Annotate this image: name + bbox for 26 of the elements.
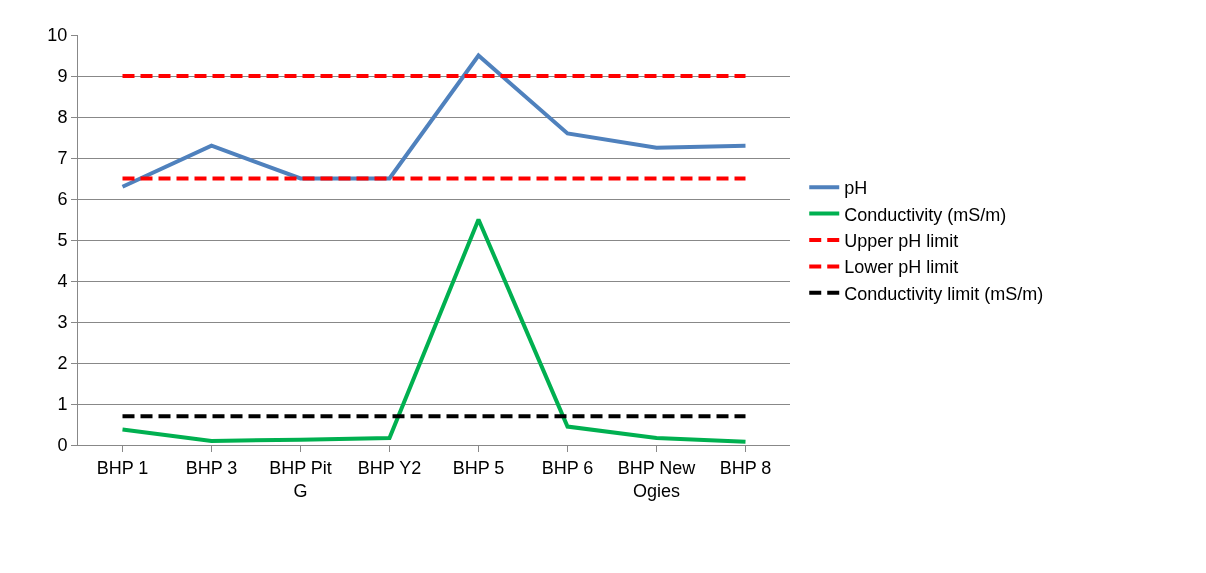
line-series xyxy=(120,53,748,189)
x-tick-label: BHP New Ogies xyxy=(617,457,697,501)
x-tick-label: BHP 5 xyxy=(452,457,505,478)
legend-label: Lower pH limit xyxy=(844,257,959,278)
y-tick-label: 0 xyxy=(57,435,68,456)
x-tick-label: BHP 3 xyxy=(185,457,238,478)
line-series xyxy=(120,217,748,444)
legend-label: Conductivity limit (mS/m) xyxy=(844,283,1044,304)
y-tick-label: 1 xyxy=(57,394,68,415)
x-tick-label: BHP 6 xyxy=(541,457,594,478)
y-tick-label: 10 xyxy=(47,25,68,46)
y-tick-label: 6 xyxy=(57,189,68,210)
x-tick-label: BHP 1 xyxy=(96,457,149,478)
y-tick-label: 9 xyxy=(57,66,68,87)
y-tick-label: 5 xyxy=(57,230,68,251)
y-tick-label: 7 xyxy=(57,148,68,169)
y-tick-label: 2 xyxy=(57,353,68,374)
x-tick-label: BHP Y2 xyxy=(357,457,422,478)
y-tick-label: 8 xyxy=(57,107,68,128)
x-tick-label: BHP Pit G xyxy=(269,457,332,501)
legend-label: Conductivity (mS/m) xyxy=(844,204,1007,225)
x-tick-label: BHP 8 xyxy=(719,457,772,478)
legend-label: pH xyxy=(844,178,868,199)
legend-label: Upper pH limit xyxy=(844,231,959,252)
y-tick-label: 3 xyxy=(57,312,68,333)
y-tick-label: 4 xyxy=(57,271,68,292)
